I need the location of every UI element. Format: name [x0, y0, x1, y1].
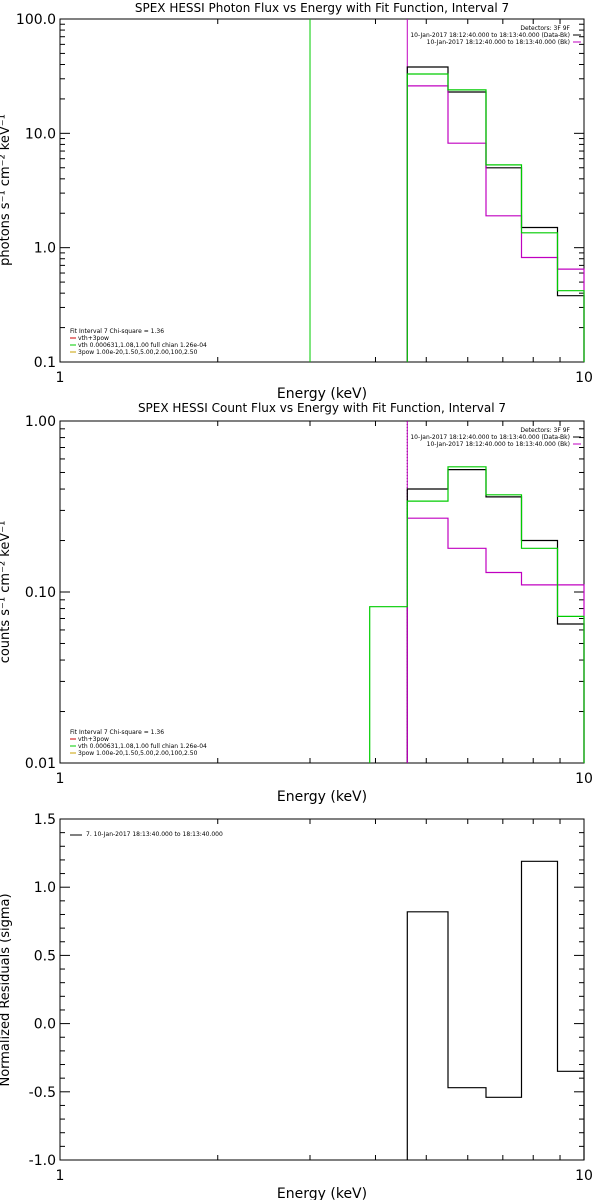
photon-legend-entry: Detectors: 3F 9F	[520, 25, 570, 32]
count-panel-ylabel: counts s⁻¹ cm⁻² keV⁻¹	[0, 521, 13, 664]
photon-panel-xlabel: Energy (keV)	[277, 386, 367, 402]
residual-y-tick-label: -0.5	[29, 1085, 56, 1101]
photon-axes-frame	[59, 18, 585, 363]
residuals-panel-xlabel: Energy (keV)	[277, 1186, 367, 1200]
photon-legend-entry: 3pow 1.00e-20,1.50,5.00,2.00,100,2.50	[78, 349, 198, 356]
photon-series-0-step-line	[406, 66, 585, 362]
count-y-tick-label: 0.01	[25, 756, 56, 772]
residual-y-tick-label: 1.5	[34, 812, 56, 828]
count-x-tick-label: 1	[56, 771, 65, 787]
photon-y-tick-label: 0.1	[34, 355, 56, 371]
count-series-2-step-line	[369, 466, 585, 763]
count-axes-frame	[59, 420, 585, 764]
residual-x-tick-label: 10	[575, 1168, 593, 1184]
count-panel-xlabel: Energy (keV)	[277, 789, 367, 805]
residual-y-tick-label: 1.0	[34, 880, 56, 896]
photon-x-tick-label: 1	[56, 370, 65, 386]
count-legend-entry: 10-Jan-2017 18:12:40.000 to 18:13:40.000…	[427, 441, 570, 448]
count-legend-entry: vth 0.000631,1.08,1.00 full chian 1.26e-…	[78, 743, 207, 750]
residual-y-tick-label: -1.0	[29, 1153, 56, 1169]
residual-plot-area: 1 10 1.5 1.0 0.5 0.0 -0.5 -1.0	[29, 812, 593, 1184]
photon-y-tick-label: 100.0	[16, 12, 56, 28]
photon-legend-entry: vth 0.000631,1.08,1.00 full chian 1.26e-…	[78, 342, 207, 349]
count-flux-panel: SPEX HESSI Count Flux vs Energy with Fit…	[0, 401, 506, 805]
residual-series-0-step-line	[406, 860, 585, 1160]
count-legend-entry: vth+3pow	[78, 736, 109, 743]
photon-panel-ylabel: photons s⁻¹ cm⁻² keV⁻¹	[0, 114, 13, 266]
photon-legend-entry: vth+3pow	[78, 335, 109, 342]
photon-legend-entry: 10-Jan-2017 18:12:40.000 to 18:13:40.000…	[410, 32, 570, 39]
photon-y-tick-label: 10.0	[25, 126, 56, 142]
residuals-legend-text: 7. 10-Jan-2017 18:13:40.000 to 18:13:40.…	[86, 831, 223, 838]
photon-series-1-step-line	[406, 85, 585, 362]
photon-panel-title: SPEX HESSI Photon Flux vs Energy with Fi…	[135, 1, 509, 15]
count-legend-entry: Detectors: 3F 9F	[520, 427, 570, 434]
residual-y-tick-label: 0.0	[34, 1017, 56, 1033]
residual-x-tick-label: 1	[56, 1168, 65, 1184]
count-x-tick-label: 10	[575, 771, 593, 787]
count-series-1-step-line	[406, 517, 585, 763]
photon-x-tick-label: 10	[575, 370, 593, 386]
photon-flux-panel: SPEX HESSI Photon Flux vs Energy with Fi…	[0, 1, 509, 402]
residual-y-tick-label: 0.5	[34, 948, 56, 964]
photon-legend-entry: Fit Interval 7 Chi-square = 1.36	[70, 328, 164, 335]
photon-y-tick-label: 1.0	[34, 241, 56, 257]
photon-legend-entry: 10-Jan-2017 18:12:40.000 to 18:13:40.000…	[427, 39, 570, 46]
count-legend-entry: 3pow 1.00e-20,1.50,5.00,2.00,100,2.50	[78, 750, 198, 757]
photon-series-2-step-line	[406, 73, 585, 362]
count-series-0-step-line	[406, 469, 585, 763]
count-y-tick-label: 1.00	[25, 414, 56, 430]
residuals-panel: Energy (keV) Normalized Residuals (sigma…	[0, 831, 367, 1200]
residual-axes-frame	[59, 818, 585, 1161]
count-panel-title: SPEX HESSI Count Flux vs Energy with Fit…	[138, 401, 506, 415]
count-legend-entry: Fit Interval 7 Chi-square = 1.36	[70, 729, 164, 736]
count-legend-entry: 10-Jan-2017 18:12:40.000 to 18:13:40.000…	[410, 434, 570, 441]
residuals-panel-ylabel: Normalized Residuals (sigma)	[0, 893, 13, 1086]
count-y-tick-label: 0.10	[25, 585, 56, 601]
